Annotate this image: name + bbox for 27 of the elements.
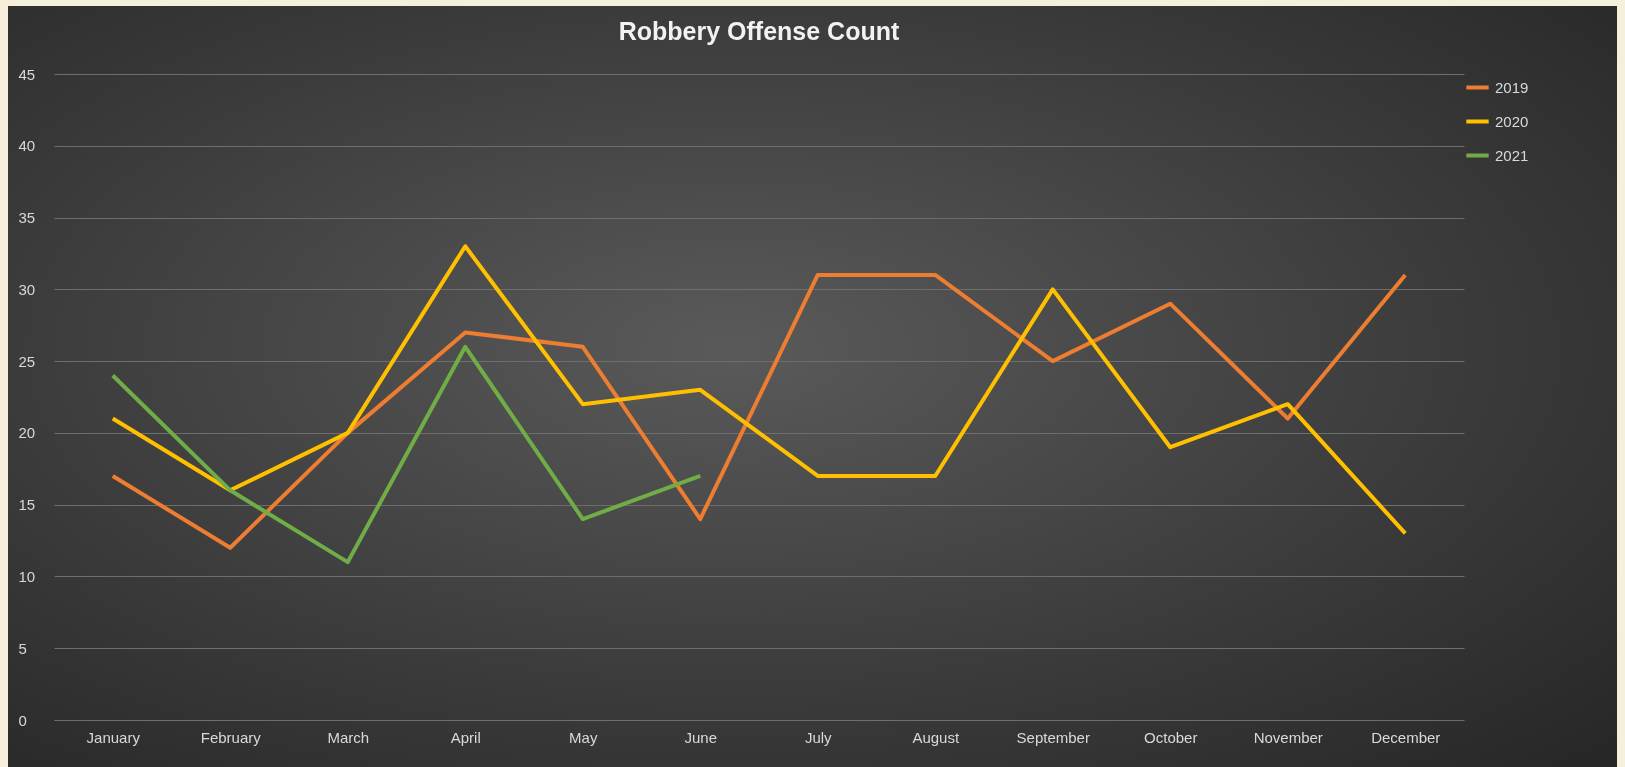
legend-label: 2019	[1495, 78, 1529, 96]
y-tick-label: 10	[18, 567, 36, 585]
x-tick-label: November	[1253, 728, 1323, 746]
legend-label: 2021	[1495, 146, 1529, 164]
chart-title: Robbery Offense Count	[618, 17, 900, 45]
x-tick-label: October	[1144, 728, 1198, 746]
x-tick-label: July	[804, 728, 833, 746]
y-tick-label: 15	[18, 496, 36, 514]
x-tick-label: February	[200, 728, 262, 746]
legend-label: 2020	[1495, 112, 1529, 130]
x-tick-label: March	[327, 728, 370, 746]
y-tick-label: 40	[18, 137, 36, 155]
x-tick-label: September	[1016, 728, 1090, 746]
y-tick-label: 30	[18, 280, 36, 298]
y-tick-label: 0	[18, 711, 27, 729]
y-tick-label: 45	[18, 65, 36, 83]
x-tick-label: December	[1371, 728, 1441, 746]
x-tick-label: June	[684, 728, 718, 746]
y-tick-label: 20	[18, 424, 36, 442]
x-tick-label: May	[569, 728, 598, 746]
y-tick-label: 35	[18, 209, 36, 227]
y-tick-label: 5	[18, 639, 27, 657]
x-tick-label: April	[450, 728, 481, 746]
x-tick-label: January	[86, 728, 141, 746]
line-series	[110, 344, 703, 565]
x-tick-label: August	[912, 728, 960, 746]
y-tick-label: 25	[18, 352, 36, 370]
